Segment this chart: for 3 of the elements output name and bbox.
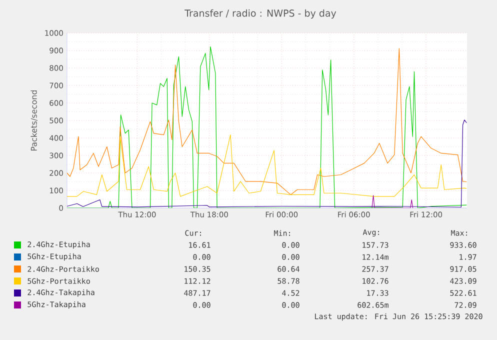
- chart-title: Transfer / radio : NWPS - by day: [184, 9, 336, 19]
- y-axis-title: Packets/second: [30, 90, 38, 150]
- line-series: [67, 134, 467, 197]
